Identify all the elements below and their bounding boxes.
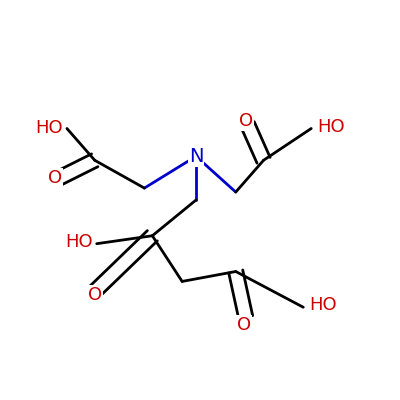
Text: O: O <box>48 169 62 187</box>
Text: HO: HO <box>65 233 93 251</box>
Text: HO: HO <box>35 120 63 138</box>
Text: O: O <box>239 112 253 130</box>
Text: HO: HO <box>309 296 337 314</box>
Text: N: N <box>189 147 203 166</box>
Text: O: O <box>88 286 102 304</box>
Text: O: O <box>237 316 251 334</box>
Text: HO: HO <box>317 118 345 136</box>
